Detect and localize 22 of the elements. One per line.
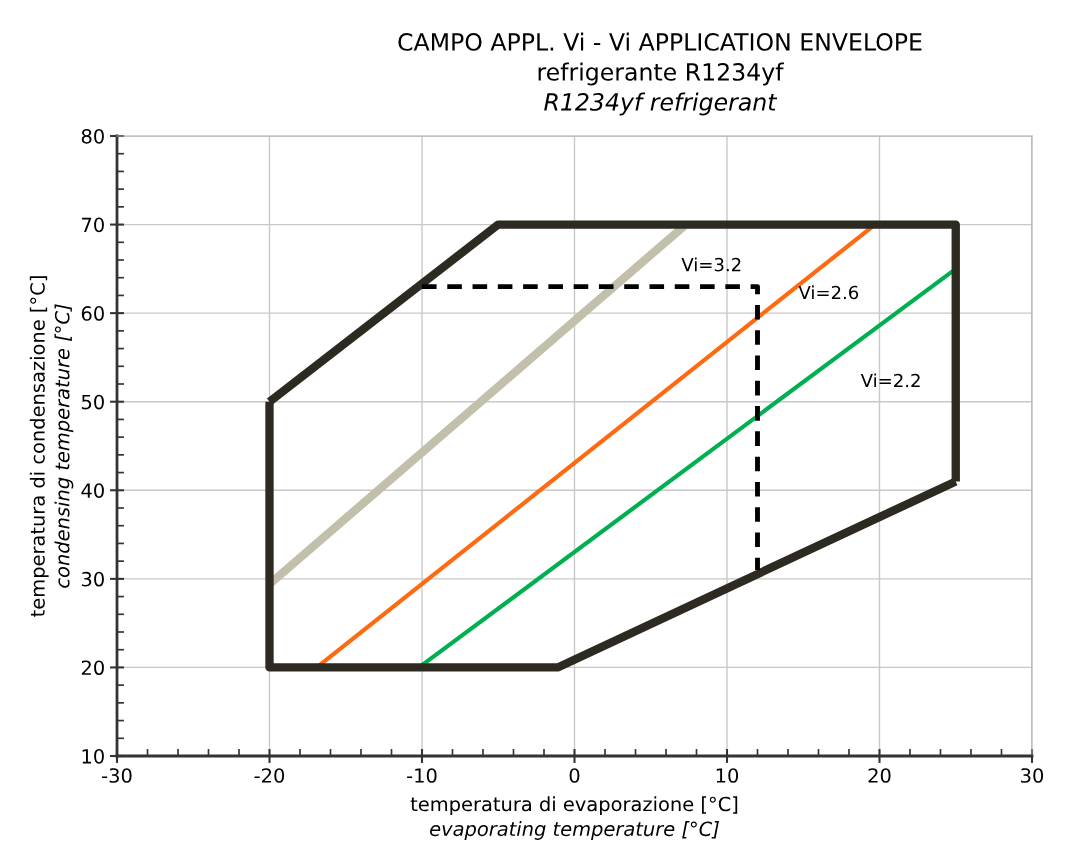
y-tick-label: 60 <box>81 306 104 321</box>
y-tick-label: 40 <box>81 483 104 498</box>
chart-subtitle: R1234yf refrigerant <box>544 92 778 116</box>
annotation: Vi=2.2 <box>860 373 920 388</box>
y-tick-label: 70 <box>82 217 104 233</box>
annotation: Vi=3.2 <box>681 257 741 272</box>
x-tick-label: -10 <box>407 768 437 783</box>
x-tick-label: 10 <box>716 768 739 783</box>
x-tick-label: -30 <box>102 768 132 783</box>
y-tick-label: 80 <box>81 128 104 144</box>
x-tick-label: 20 <box>868 768 891 783</box>
annotation: Vi=2.6 <box>798 285 859 300</box>
chart-title: CAMPO APPL. Vi - Vi APPLICATION ENVELOPE refrigerante R1234yf <box>398 32 922 86</box>
x-tick-label: -20 <box>254 768 285 783</box>
y-axis-title: temperatura di condensazione [°C] condensing temperature [°C] <box>29 276 74 617</box>
y-tick-label: 30 <box>81 571 104 587</box>
y-tick-label: 10 <box>82 748 104 764</box>
y-tick-label: 20 <box>81 660 104 676</box>
x-tick-label: 30 <box>1021 768 1044 783</box>
x-axis-title: temperatura di evaporazione [°C] evaporating temperature [°C] <box>410 796 738 840</box>
x-tick-label: 0 <box>569 768 580 783</box>
y-tick-label: 50 <box>81 394 104 410</box>
